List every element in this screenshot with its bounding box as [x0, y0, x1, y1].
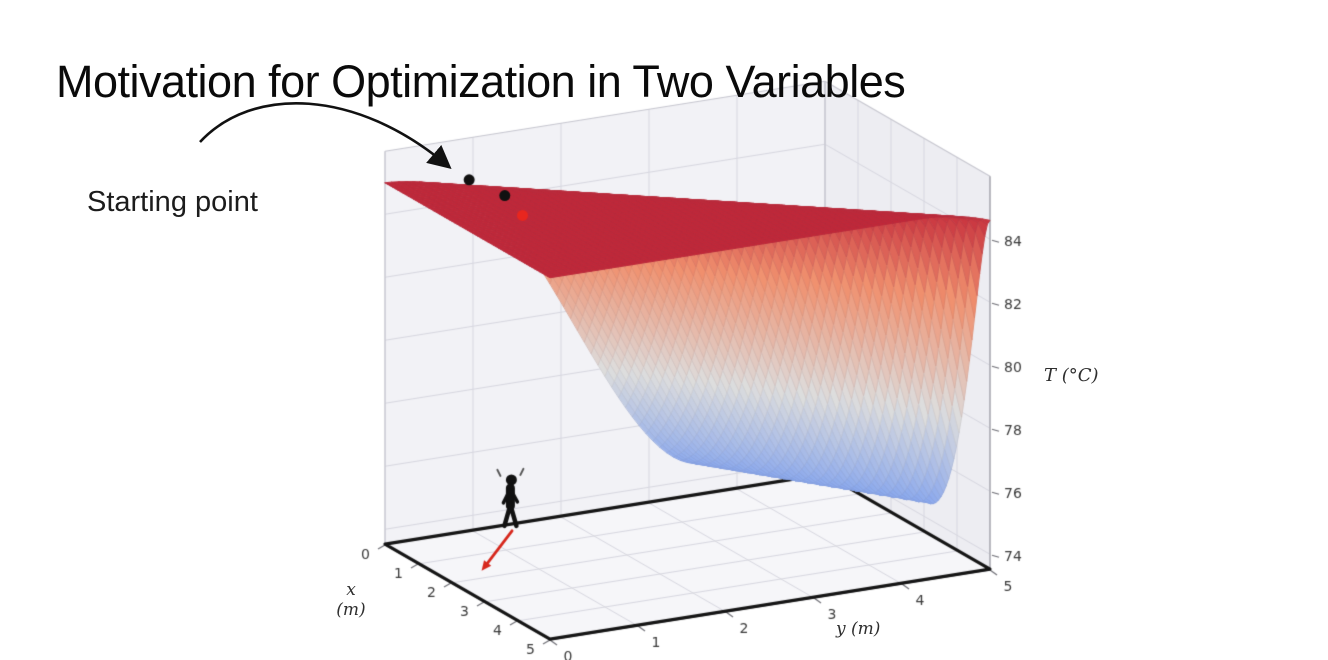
slide-title: Motivation for Optimization in Two Varia…	[56, 56, 906, 107]
z-axis-label: T (°C)	[1044, 365, 1099, 386]
x-axis-label: x (m)	[336, 580, 366, 620]
starting-point-label: Starting point	[87, 186, 258, 218]
y-axis-label: y (m)	[836, 619, 881, 639]
